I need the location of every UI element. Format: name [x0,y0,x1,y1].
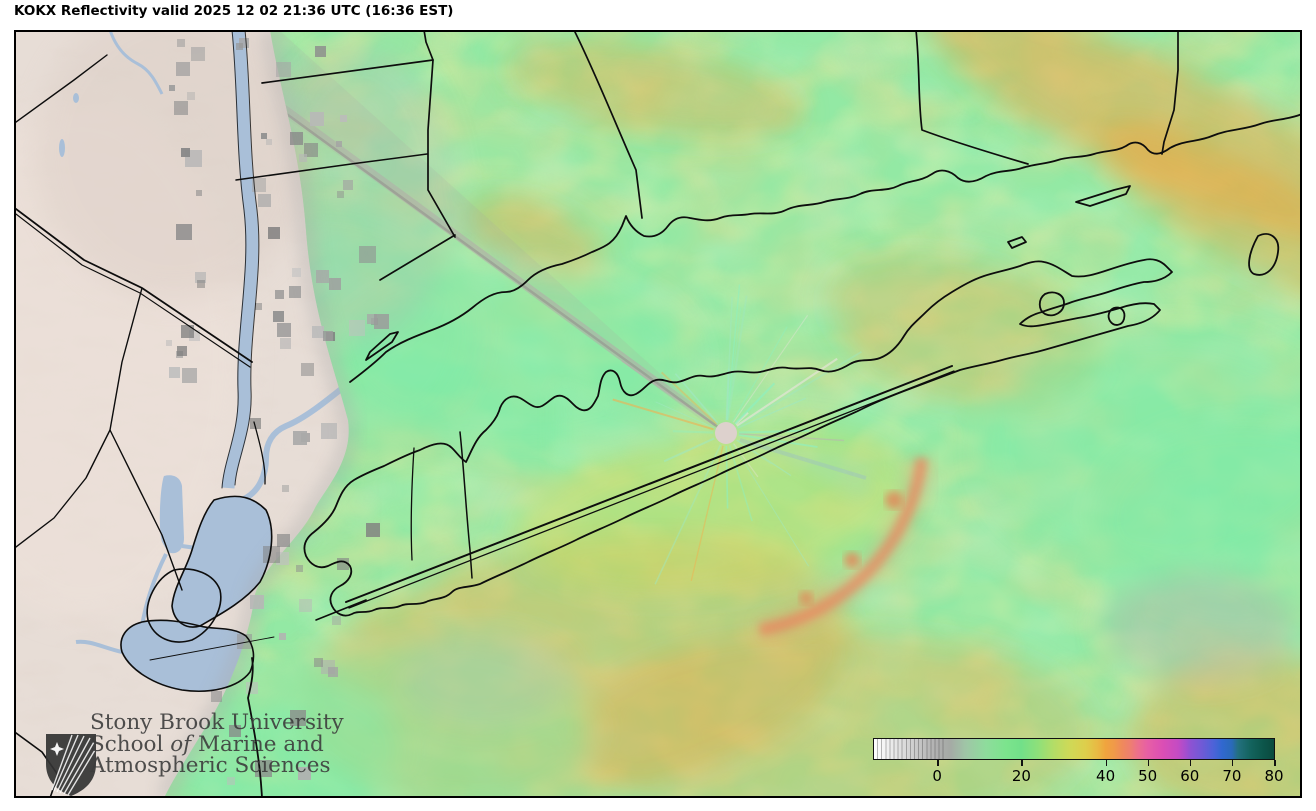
university-shield-icon [46,734,96,796]
border-lines [14,30,1302,798]
colorbar-tick-label: 20 [1011,767,1031,785]
logo-line-3: Atmospheric Sciences [90,753,331,778]
logo-line-2: School of Marine and [90,731,324,757]
university-logo-text: Stony Brook University School of Marine … [90,712,344,777]
echo-edge-gray-band [156,30,357,798]
colorbar-gradient [874,739,1274,759]
colorbar-tick-label: 60 [1180,767,1200,785]
radar-location-dot [715,422,737,444]
colorbar-tick [1105,760,1108,766]
radar-east-wedge [726,433,874,500]
ny-nj-state-line [14,206,253,363]
colorbar-tick [1021,760,1023,766]
reflectivity-colorbar: 0 20 40 50 60 70 80 [873,738,1284,785]
colorbar-tick-label: 0 [932,767,942,785]
colorbar-stripes [874,739,946,759]
upper-bay [172,496,272,628]
radar-map-canvas [14,30,1302,798]
radar-west-wedge [554,382,726,466]
nassau-suffolk-border [459,431,473,579]
colorbar-tick [1189,760,1192,766]
brightband-arc [757,456,935,643]
logo-line-1: Stony Brook University [90,710,344,735]
long-island-coastline [303,258,1173,617]
connecticut-coastline [349,113,1302,383]
colorbar-tick-label: 50 [1138,767,1158,785]
block-island [1248,233,1280,276]
colorbar-tick [1147,760,1150,766]
water-layer [59,30,382,740]
low-reflectivity-gray-blocks [166,38,389,785]
radar-map: 0 20 40 50 60 70 80 Stony Brook University Sch… [14,30,1302,798]
colorbar-tick-label: 70 [1222,767,1242,785]
newark-bay [159,475,184,554]
raritan-bay [120,620,254,692]
hudson-river [221,30,259,489]
colorbar-tick [1274,760,1276,766]
colorbar-tick-label: 80 [1264,767,1284,785]
colorbar-tick-label: 40 [1096,767,1116,785]
colorbar-tick [1231,760,1234,766]
map-frame [14,30,1302,798]
colorbar-tick [937,760,939,766]
page-title: KOKX Reflectivity valid 2025 12 02 21:36… [14,3,454,19]
